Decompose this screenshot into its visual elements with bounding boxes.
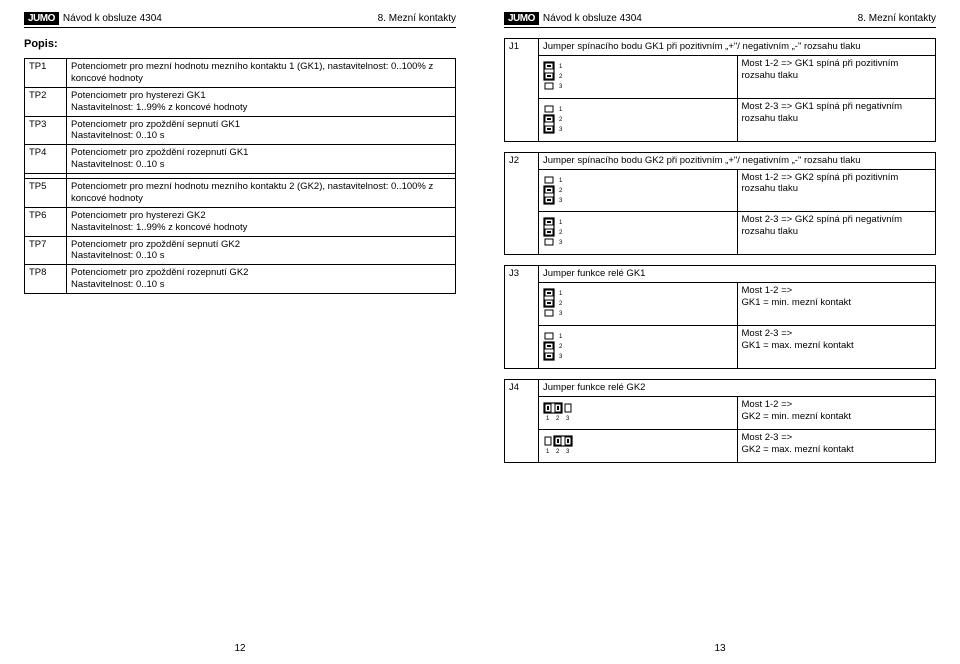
tp-key: TP3 bbox=[25, 116, 67, 145]
section-title: 8. Mezní kontakty bbox=[378, 13, 456, 24]
jumper-text: Most 1-2 => GK2 spíná při pozitivním roz… bbox=[737, 169, 936, 212]
tp-value: Potenciometr pro zpoždění sepnutí GK1 Na… bbox=[67, 116, 456, 145]
svg-text:1: 1 bbox=[559, 64, 563, 70]
jumper-icon: 1 2 3 bbox=[541, 286, 567, 318]
svg-text:2: 2 bbox=[559, 117, 563, 123]
jumper-key: J1 bbox=[505, 39, 539, 142]
popis-heading: Popis: bbox=[24, 38, 456, 50]
page-right: JUMO Návod k obsluze 4304 8. Mezní konta… bbox=[480, 0, 960, 664]
jumper-text: Most 2-3 => GK2 spíná při negativním roz… bbox=[737, 212, 936, 255]
tp-value: Potenciometr pro zpoždění rozepnutí GK2 … bbox=[67, 265, 456, 294]
page-number-left: 12 bbox=[234, 643, 245, 654]
svg-text:3: 3 bbox=[566, 416, 570, 422]
header-left: JUMO Návod k obsluze 4304 bbox=[504, 12, 642, 25]
tp-key: TP5 bbox=[25, 179, 67, 208]
jumo-logo: JUMO bbox=[504, 12, 539, 25]
svg-text:2: 2 bbox=[556, 416, 560, 422]
svg-text:1: 1 bbox=[559, 220, 563, 226]
jumper-table: J3Jumper funkce relé GK1 1 2 3 Most 1-2 => G… bbox=[504, 265, 936, 369]
header-left: JUMO Návod k obsluze 4304 bbox=[24, 12, 162, 25]
jumper-icon: 1 2 3 bbox=[541, 173, 567, 205]
jumper-icon: 123 bbox=[541, 433, 575, 455]
svg-text:3: 3 bbox=[559, 240, 563, 246]
jumper-icon-cell: 1 2 3 bbox=[539, 283, 738, 326]
jumper-icon: 1 2 3 bbox=[541, 59, 567, 91]
doc-title: Návod k obsluze 4304 bbox=[543, 13, 642, 24]
jumper-table: J2Jumper spínacího bodu GK2 při pozitivn… bbox=[504, 152, 936, 256]
tp-key: TP8 bbox=[25, 265, 67, 294]
svg-text:2: 2 bbox=[559, 344, 563, 350]
tp-table: TP1Potenciometr pro mezní hodnotu mezníh… bbox=[24, 58, 456, 294]
svg-text:2: 2 bbox=[559, 74, 563, 80]
svg-text:2: 2 bbox=[559, 301, 563, 307]
jumper-table: J1Jumper spínacího bodu GK1 při pozitivn… bbox=[504, 38, 936, 142]
tp-value: Potenciometr pro zpoždění rozepnutí GK1 … bbox=[67, 145, 456, 174]
page-number-right: 13 bbox=[714, 643, 725, 654]
jumo-logo: JUMO bbox=[24, 12, 59, 25]
jumper-icon-cell: 1 2 3 bbox=[539, 326, 738, 369]
jumper-title: Jumper funkce relé GK2 bbox=[539, 379, 936, 396]
jumper-icon: 123 bbox=[541, 400, 575, 422]
page-header: JUMO Návod k obsluze 4304 8. Mezní konta… bbox=[504, 12, 936, 28]
jumper-title: Jumper funkce relé GK1 bbox=[539, 266, 936, 283]
tp-value: Potenciometr pro zpoždění sepnutí GK2 Na… bbox=[67, 236, 456, 265]
jumper-icon: 1 2 3 bbox=[541, 215, 567, 247]
svg-text:2: 2 bbox=[559, 230, 563, 236]
jumper-text: Most 2-3 => GK1 = max. mezní kontakt bbox=[737, 326, 936, 369]
jumper-icon: 1 2 3 bbox=[541, 329, 567, 361]
jumper-title: Jumper spínacího bodu GK2 při pozitivním… bbox=[539, 152, 936, 169]
svg-text:3: 3 bbox=[559, 354, 563, 360]
tp-key: TP7 bbox=[25, 236, 67, 265]
jumper-title: Jumper spínacího bodu GK1 při pozitivním… bbox=[539, 39, 936, 56]
tp-value: Potenciometr pro mezní hodnotu mezního k… bbox=[67, 59, 456, 88]
jumper-icon-cell: 123 bbox=[539, 429, 738, 462]
jumper-text: Most 2-3 => GK1 spíná při negativním roz… bbox=[737, 98, 936, 141]
svg-text:3: 3 bbox=[559, 127, 563, 133]
svg-text:1: 1 bbox=[559, 107, 563, 113]
jumper-text: Most 2-3 => GK2 = max. mezní kontakt bbox=[737, 429, 936, 462]
jumper-icon-cell: 1 2 3 bbox=[539, 98, 738, 141]
tp-key: TP6 bbox=[25, 207, 67, 236]
tp-value: Potenciometr pro hysterezi GK2 Nastavite… bbox=[67, 207, 456, 236]
jumper-text: Most 1-2 => GK2 = min. mezní kontakt bbox=[737, 396, 936, 429]
svg-text:1: 1 bbox=[559, 334, 563, 340]
svg-text:3: 3 bbox=[566, 449, 570, 455]
section-title: 8. Mezní kontakty bbox=[858, 13, 936, 24]
svg-text:3: 3 bbox=[559, 198, 563, 204]
svg-text:3: 3 bbox=[559, 311, 563, 317]
jumper-icon-cell: 123 bbox=[539, 396, 738, 429]
jumper-icon-cell: 1 2 3 bbox=[539, 212, 738, 255]
doc-title: Návod k obsluze 4304 bbox=[63, 13, 162, 24]
page-header: JUMO Návod k obsluze 4304 8. Mezní konta… bbox=[24, 12, 456, 28]
svg-text:2: 2 bbox=[559, 188, 563, 194]
tp-key: TP4 bbox=[25, 145, 67, 174]
jumper-text: Most 1-2 => GK1 spíná při pozitivním roz… bbox=[737, 55, 936, 98]
tp-key: TP2 bbox=[25, 87, 67, 116]
tp-value: Potenciometr pro mezní hodnotu mezního k… bbox=[67, 179, 456, 208]
jumper-icon: 1 2 3 bbox=[541, 102, 567, 134]
jumper-icon-cell: 1 2 3 bbox=[539, 169, 738, 212]
svg-text:2: 2 bbox=[556, 449, 560, 455]
svg-text:1: 1 bbox=[546, 416, 550, 422]
tp-value: Potenciometr pro hysterezi GK1 Nastavite… bbox=[67, 87, 456, 116]
jumper-key: J4 bbox=[505, 379, 539, 462]
jumper-key: J3 bbox=[505, 266, 539, 369]
svg-text:3: 3 bbox=[559, 84, 563, 90]
svg-text:1: 1 bbox=[546, 449, 550, 455]
jumper-key: J2 bbox=[505, 152, 539, 255]
jumper-table: J4Jumper funkce relé GK2123Most 1-2 => G… bbox=[504, 379, 936, 463]
svg-text:1: 1 bbox=[559, 291, 563, 297]
tp-key: TP1 bbox=[25, 59, 67, 88]
jumper-text: Most 1-2 => GK1 = min. mezní kontakt bbox=[737, 283, 936, 326]
svg-text:1: 1 bbox=[559, 178, 563, 184]
jumper-icon-cell: 1 2 3 bbox=[539, 55, 738, 98]
page-left: JUMO Návod k obsluze 4304 8. Mezní konta… bbox=[0, 0, 480, 664]
